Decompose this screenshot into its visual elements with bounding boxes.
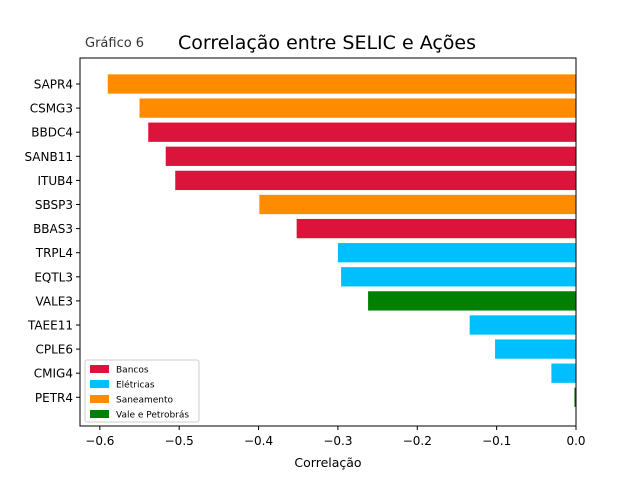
x-tick-label: −0.2 (403, 434, 432, 448)
legend-swatch (90, 380, 109, 388)
bar-itub4 (175, 170, 576, 191)
x-tick-label: −0.6 (85, 434, 114, 448)
legend-label: Elétricas (116, 380, 155, 391)
x-tick-label: −0.1 (482, 434, 511, 448)
y-tick-label: VALE3 (35, 294, 73, 308)
bar-eqtl3 (341, 267, 576, 287)
chart-title: Correlação entre SELIC e Ações (178, 32, 476, 54)
bar-taee11 (469, 315, 576, 335)
legend-box (84, 359, 200, 423)
x-tick-label: 0.0 (566, 434, 585, 448)
legend-swatch (90, 395, 109, 403)
legend-label: Bancos (116, 366, 149, 376)
bar-petr4 (574, 387, 576, 407)
legend-swatch (90, 365, 109, 373)
y-tick-label: BBDC4 (31, 126, 73, 140)
bar-bbas3 (296, 218, 576, 239)
y-tick-label: TAEE11 (27, 319, 73, 333)
bar-cple6 (495, 339, 576, 359)
bar-bbdc4 (148, 122, 576, 142)
legend-label: Saneamento (116, 396, 174, 406)
y-tick-label: ITUB4 (37, 174, 73, 188)
y-tick-label: SBSP3 (35, 198, 73, 212)
legend: Bancos Elétricas Saneamento Vale e Petrobrá… (84, 359, 200, 423)
y-tick-label: BBAS3 (33, 222, 73, 236)
legend-label: Vale e Petrobrás (116, 411, 189, 421)
bar-sapr4 (107, 74, 576, 94)
legend-swatch (90, 410, 109, 418)
bar-sbsp3 (259, 194, 576, 215)
y-tick-label: CSMG3 (30, 102, 73, 116)
bar-sanb11 (165, 146, 576, 166)
bar-cmig4 (551, 363, 576, 383)
y-axis: SAPR4 CSMG3 BBDC4 SANB11 ITUB4 SBSP3 BBAS3 TRPL… (24, 78, 80, 405)
bars-layer (107, 74, 576, 407)
y-tick-label: PETR4 (35, 391, 73, 405)
x-axis: −0.6 −0.5 −0.4 −0.3 −0.2 −0.1 0.0 (85, 426, 586, 448)
plot-frame (79, 57, 577, 427)
x-tick-label: −0.5 (165, 434, 194, 448)
x-tick-label: −0.4 (244, 434, 273, 448)
bar-trpl4 (337, 243, 576, 263)
y-tick-label: CPLE6 (35, 343, 73, 357)
y-tick-label: SAPR4 (34, 78, 73, 92)
y-tick-label: SANB11 (24, 150, 73, 164)
x-axis-label: Correlação (294, 455, 361, 470)
y-tick-label: CMIG4 (34, 367, 73, 381)
x-tick-label: −0.3 (323, 434, 352, 448)
bar-csmg3 (139, 98, 576, 118)
y-tick-label: EQTL3 (34, 270, 73, 284)
y-tick-label: TRPL4 (35, 246, 73, 260)
bar-vale3 (368, 291, 576, 311)
chart-subtitle: Gráfico 6 (85, 36, 144, 51)
